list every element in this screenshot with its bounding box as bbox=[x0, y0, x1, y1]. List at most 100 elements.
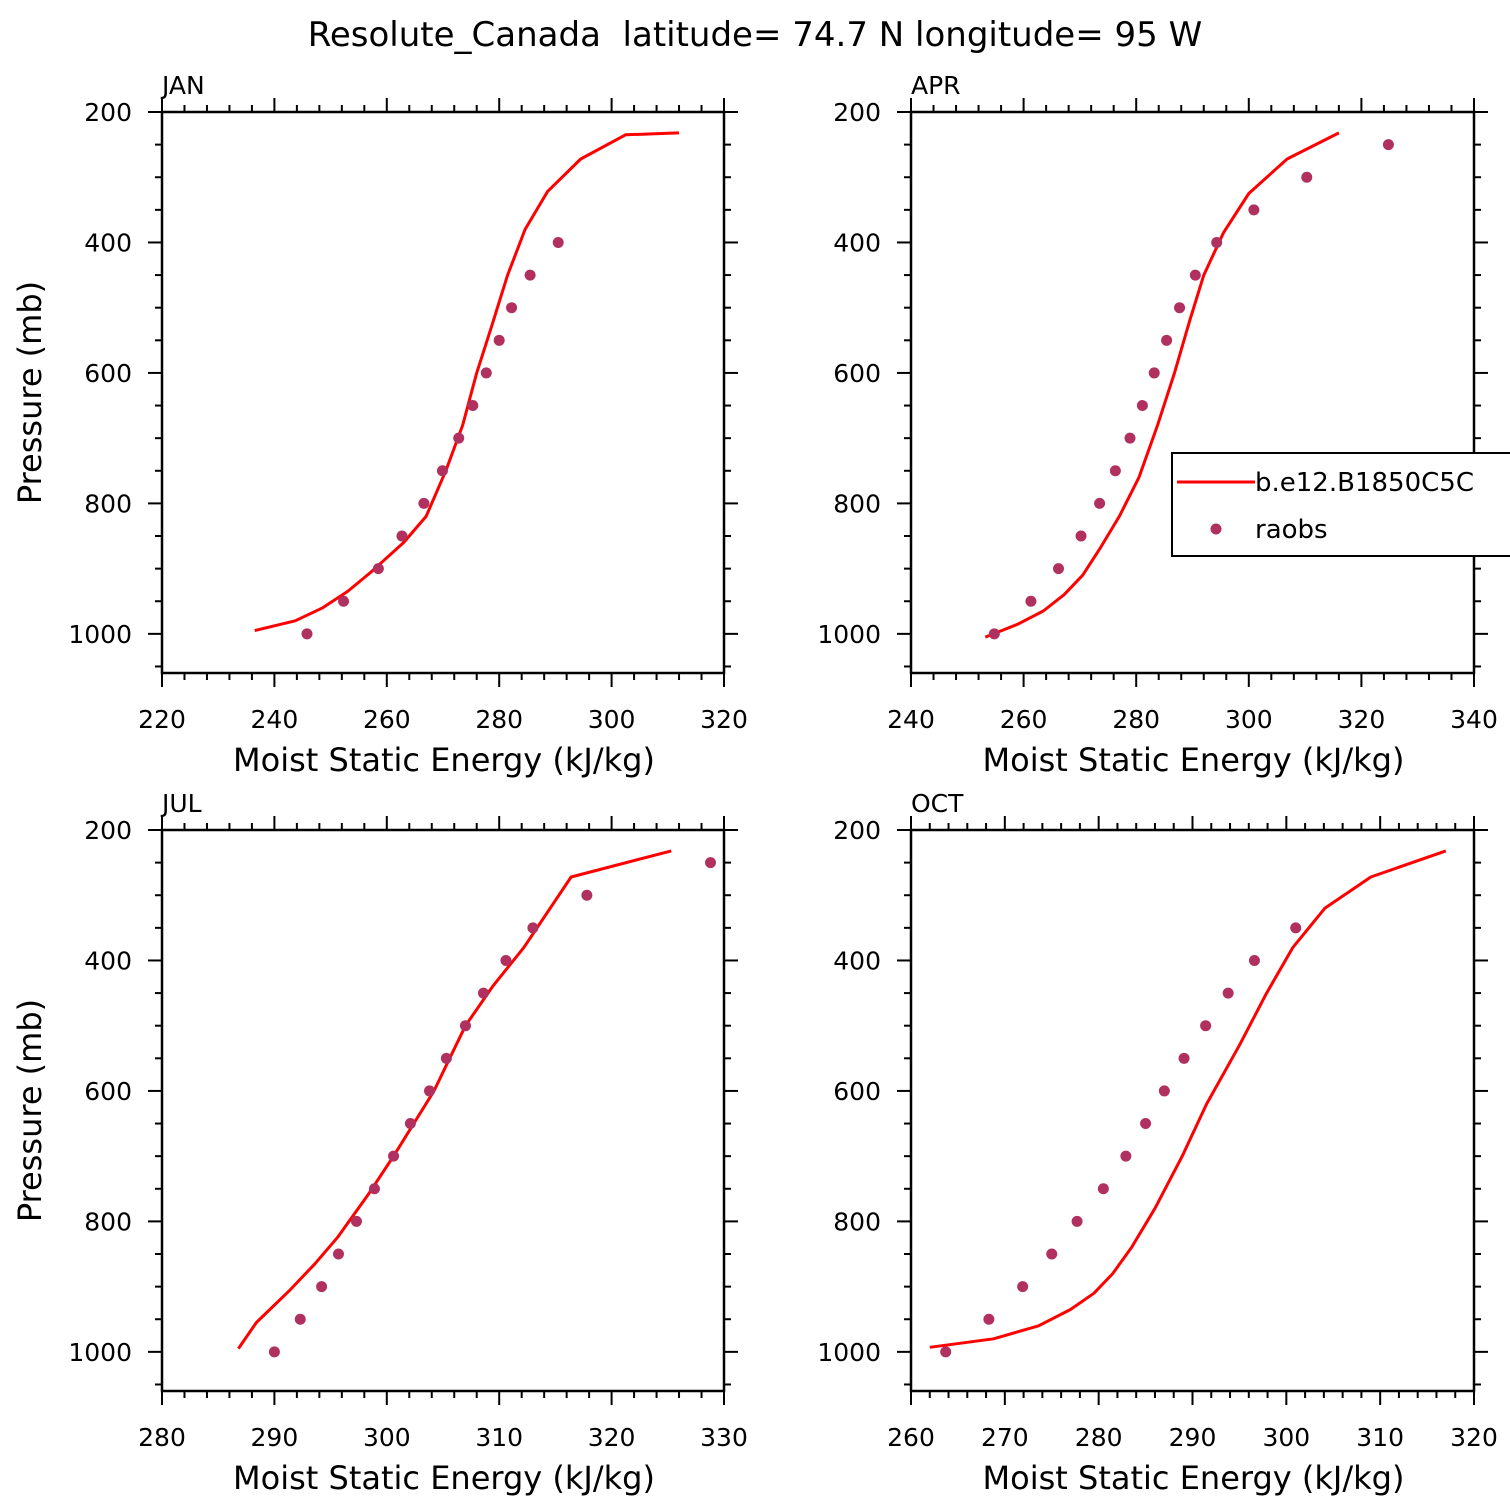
raobs-point bbox=[1071, 1215, 1083, 1227]
x-tick-label: 300 bbox=[363, 1423, 411, 1452]
x-tick-label: 220 bbox=[138, 705, 186, 734]
raobs-point bbox=[436, 465, 448, 477]
raobs-point bbox=[350, 1215, 362, 1227]
plot-frame bbox=[909, 828, 1476, 1393]
raobs-point bbox=[1120, 1150, 1132, 1162]
raobs-point bbox=[459, 1020, 471, 1032]
raobs-point bbox=[268, 1346, 280, 1358]
x-tick-label: 340 bbox=[1450, 705, 1498, 734]
raobs-point bbox=[404, 1118, 416, 1130]
raobs-point bbox=[453, 432, 465, 444]
chart-title: Resolute_Canada latitude= 74.7 N longitu… bbox=[308, 15, 1202, 55]
y-tick-label: 200 bbox=[84, 98, 132, 127]
model-line bbox=[984, 131, 1340, 639]
raobs-point bbox=[294, 1313, 306, 1325]
x-axis-label: Moist Static Energy (kJ/kg) bbox=[983, 1459, 1405, 1497]
raobs-point bbox=[1222, 987, 1234, 999]
raobs-point bbox=[1161, 334, 1173, 346]
panels: 220 240 260 280 300 320 200 400 600 800 1000 JAN Moi… bbox=[11, 71, 1498, 1497]
x-tick-label: 320 bbox=[1450, 1423, 1498, 1452]
y-tick-label: 400 bbox=[833, 228, 881, 257]
y-tick-label: 200 bbox=[833, 98, 881, 127]
raobs-point bbox=[1075, 530, 1087, 542]
raobs-point bbox=[527, 922, 539, 934]
x-tick-label: 270 bbox=[981, 1423, 1029, 1452]
raobs-point bbox=[1124, 432, 1136, 444]
y-tick-label: 800 bbox=[84, 489, 132, 518]
panel-label: JUL bbox=[160, 789, 202, 818]
x-axis-label: Moist Static Energy (kJ/kg) bbox=[983, 741, 1405, 779]
raobs-point bbox=[1046, 1248, 1058, 1260]
panel-apr: 240 260 280 300 320 340 200 400 600 800 1000 APR Moi… bbox=[817, 71, 1497, 779]
y-tick-label: 600 bbox=[84, 1077, 132, 1106]
x-tick-label: 320 bbox=[700, 705, 748, 734]
raobs-point bbox=[396, 530, 408, 542]
y-axis-label: Pressure (mb) bbox=[11, 281, 49, 504]
raobs-point bbox=[480, 367, 492, 379]
legend-box bbox=[1171, 452, 1510, 557]
panel-label: OCT bbox=[911, 789, 964, 818]
x-tick-label: 260 bbox=[1000, 705, 1048, 734]
raobs-point bbox=[1148, 367, 1160, 379]
raobs-point bbox=[368, 1183, 380, 1195]
raobs-point bbox=[1025, 595, 1037, 607]
raobs-point bbox=[418, 497, 430, 509]
raobs-point bbox=[988, 628, 1000, 640]
x-axis-label: Moist Static Energy (kJ/kg) bbox=[233, 741, 655, 779]
raobs-point bbox=[372, 563, 384, 575]
x-tick-label: 300 bbox=[1225, 705, 1273, 734]
x-tick-label: 310 bbox=[1356, 1423, 1404, 1452]
y-tick-label: 800 bbox=[833, 1207, 881, 1236]
x-tick-label: 300 bbox=[588, 705, 636, 734]
model-line bbox=[254, 131, 680, 633]
x-tick-label: 290 bbox=[1169, 1423, 1217, 1452]
raobs-point bbox=[1017, 1281, 1029, 1293]
panel-label: APR bbox=[911, 71, 961, 100]
panel-oct: 260 270 280 290 300 310 320 200 400 600 800 1000 OCT… bbox=[817, 789, 1497, 1497]
y-axis-label: Pressure (mb) bbox=[11, 999, 49, 1222]
y-tick-label: 400 bbox=[84, 228, 132, 257]
y-tick-label: 600 bbox=[84, 359, 132, 388]
legend: b.e12.B1850C5C raobs bbox=[1171, 452, 1510, 557]
x-tick-label: 280 bbox=[138, 1423, 186, 1452]
raobs-point bbox=[338, 595, 350, 607]
y-tick-label: 200 bbox=[833, 816, 881, 845]
x-tick-label: 280 bbox=[1112, 705, 1160, 734]
y-tick-label: 400 bbox=[833, 946, 881, 975]
x-tick-label: 260 bbox=[363, 705, 411, 734]
raobs-point bbox=[524, 269, 536, 281]
raobs-point bbox=[1136, 400, 1148, 412]
raobs-point bbox=[940, 1346, 952, 1358]
y-tick-label: 800 bbox=[84, 1207, 132, 1236]
raobs-point bbox=[493, 334, 505, 346]
y-tick-label: 400 bbox=[84, 946, 132, 975]
y-tick-label: 200 bbox=[84, 816, 132, 845]
raobs-point bbox=[1174, 302, 1186, 314]
x-tick-label: 320 bbox=[588, 1423, 636, 1452]
y-tick-label: 1000 bbox=[817, 620, 881, 649]
raobs-point bbox=[1248, 954, 1260, 966]
model-line bbox=[237, 849, 672, 1350]
raobs-point bbox=[424, 1085, 436, 1097]
x-tick-label: 240 bbox=[251, 705, 299, 734]
plot-frame bbox=[160, 110, 726, 675]
raobs-point bbox=[1158, 1085, 1170, 1097]
legend-model-label: b.e12.B1850C5C bbox=[1255, 468, 1474, 498]
x-tick-label: 260 bbox=[887, 1423, 935, 1452]
raobs-point bbox=[1094, 497, 1106, 509]
x-tick-label: 330 bbox=[700, 1423, 748, 1452]
panel-jan: 220 240 260 280 300 320 200 400 600 800 1000 JAN Moi… bbox=[11, 71, 748, 779]
x-tick-label: 300 bbox=[1262, 1423, 1310, 1452]
raobs-point bbox=[440, 1052, 452, 1064]
raobs-point bbox=[1301, 171, 1313, 183]
plot-frame bbox=[909, 110, 1476, 675]
plot-frame bbox=[160, 828, 726, 1393]
raobs-point bbox=[467, 400, 479, 412]
legend-obs-label: raobs bbox=[1255, 515, 1328, 545]
raobs-point bbox=[705, 857, 717, 869]
raobs-point bbox=[332, 1248, 344, 1260]
x-axis-label: Moist Static Energy (kJ/kg) bbox=[233, 1459, 655, 1497]
raobs-point bbox=[1248, 204, 1260, 216]
x-tick-label: 240 bbox=[887, 705, 935, 734]
